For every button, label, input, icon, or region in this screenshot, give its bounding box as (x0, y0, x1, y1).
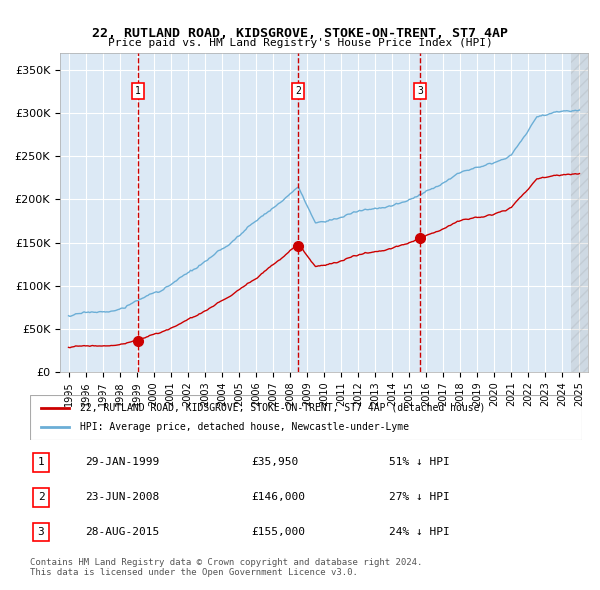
Text: HPI: Average price, detached house, Newcastle-under-Lyme: HPI: Average price, detached house, Newc… (80, 422, 409, 432)
Text: 27% ↓ HPI: 27% ↓ HPI (389, 492, 449, 502)
Text: £146,000: £146,000 (251, 492, 305, 502)
Text: 3: 3 (417, 86, 423, 96)
Text: 22, RUTLAND ROAD, KIDSGROVE, STOKE-ON-TRENT, ST7 4AP: 22, RUTLAND ROAD, KIDSGROVE, STOKE-ON-TR… (92, 27, 508, 40)
Text: 24% ↓ HPI: 24% ↓ HPI (389, 527, 449, 537)
Text: 29-JAN-1999: 29-JAN-1999 (85, 457, 160, 467)
Text: £155,000: £155,000 (251, 527, 305, 537)
Text: 22, RUTLAND ROAD, KIDSGROVE, STOKE-ON-TRENT, ST7 4AP (detached house): 22, RUTLAND ROAD, KIDSGROVE, STOKE-ON-TR… (80, 403, 485, 412)
Text: 1: 1 (135, 86, 141, 96)
Text: £35,950: £35,950 (251, 457, 298, 467)
Bar (571, 53, 588, 372)
Text: 23-JUN-2008: 23-JUN-2008 (85, 492, 160, 502)
Text: Contains HM Land Registry data © Crown copyright and database right 2024.
This d: Contains HM Land Registry data © Crown c… (30, 558, 422, 577)
Text: 2: 2 (38, 492, 44, 502)
Text: Price paid vs. HM Land Registry's House Price Index (HPI): Price paid vs. HM Land Registry's House … (107, 38, 493, 48)
Text: 2: 2 (295, 86, 301, 96)
Text: 3: 3 (38, 527, 44, 537)
Text: 28-AUG-2015: 28-AUG-2015 (85, 527, 160, 537)
Text: 51% ↓ HPI: 51% ↓ HPI (389, 457, 449, 467)
Text: 1: 1 (38, 457, 44, 467)
